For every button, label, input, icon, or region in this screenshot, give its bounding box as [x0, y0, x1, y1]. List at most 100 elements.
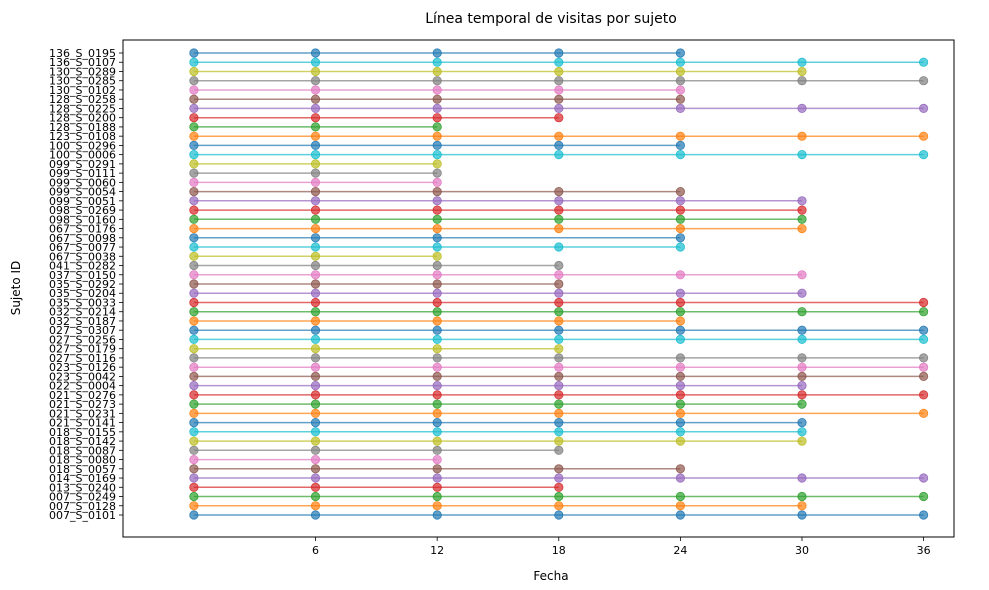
series-099_S_0051: [189, 196, 807, 206]
visit-point: [675, 57, 686, 67]
visit-point: [432, 279, 442, 289]
visit-point: [797, 390, 807, 400]
visit-point: [797, 491, 807, 502]
visit-point: [310, 168, 321, 178]
visit-point: [432, 417, 442, 428]
visit-point: [918, 325, 929, 335]
visit-point: [432, 353, 442, 363]
visit-point: [675, 325, 686, 335]
visit-point: [554, 140, 564, 150]
series-035_S_0033: [189, 297, 929, 308]
visit-point: [310, 297, 321, 308]
visit-point: [189, 94, 199, 104]
visit-point: [675, 417, 686, 428]
y-tick-label: 100_S_0296: [49, 139, 116, 152]
visit-point: [310, 159, 321, 169]
series-035_S_0292: [189, 279, 564, 289]
y-tick-label: 123_S_0108: [49, 130, 116, 143]
visit-point: [797, 307, 807, 317]
visit-point: [675, 362, 686, 372]
visit-point: [310, 427, 321, 437]
visit-point: [189, 214, 199, 224]
visit-point: [554, 371, 564, 381]
series-018_S_0155: [189, 427, 807, 437]
y-tick-label: 128_S_0258: [49, 93, 116, 106]
visit-point: [554, 48, 564, 58]
visit-point: [554, 390, 564, 400]
visit-point: [310, 76, 321, 86]
visit-point: [554, 362, 564, 372]
y-tick-label: 032_S_0214: [49, 306, 116, 319]
visit-point: [797, 399, 807, 409]
visit-point: [554, 334, 564, 344]
visit-point: [310, 307, 321, 317]
visit-point: [189, 85, 199, 95]
y-tick-label: 130_S_0289: [49, 65, 116, 78]
visit-point: [797, 417, 807, 428]
visit-point: [554, 380, 564, 391]
y-tick-label: 021_S_0273: [49, 398, 116, 411]
visit-point: [310, 48, 321, 58]
visit-point: [797, 436, 807, 446]
visit-point: [554, 113, 564, 123]
y-axis-ticks: 007_S_0101007_S_0128007_S_0249013_S_0240…: [49, 47, 123, 522]
y-tick-label: 136_S_0107: [49, 56, 116, 69]
visit-point: [432, 288, 442, 298]
visit-point: [797, 57, 807, 67]
series-032_S_0187: [189, 316, 686, 326]
series-018_S_0087: [189, 445, 564, 455]
visit-point: [675, 399, 686, 409]
x-axis-label: Fecha: [533, 569, 568, 583]
visit-point: [432, 66, 442, 77]
visit-point: [797, 270, 807, 280]
y-tick-label: 128_S_0188: [49, 121, 116, 134]
visit-point: [918, 103, 929, 114]
series-021_S_0231: [189, 408, 929, 418]
visit-point: [675, 214, 686, 224]
visit-point: [189, 464, 199, 474]
series-layer: [189, 48, 929, 520]
visit-point: [310, 380, 321, 391]
series-018_S_0080: [189, 454, 442, 465]
series-099_S_0054: [189, 187, 686, 197]
visit-point: [432, 159, 442, 169]
series-027_S_0256: [189, 334, 929, 344]
visit-point: [432, 334, 442, 344]
y-tick-label: 021_S_0276: [49, 389, 116, 402]
visit-point: [432, 482, 442, 492]
y-tick-label: 099_S_0060: [49, 176, 116, 189]
visit-point: [432, 510, 442, 520]
visit-point: [797, 334, 807, 344]
y-tick-label: 022_S_0004: [49, 380, 116, 393]
series-018_S_0057: [189, 464, 686, 474]
visit-point: [675, 76, 686, 86]
visit-point: [554, 288, 564, 298]
visit-point: [432, 205, 442, 215]
visit-point: [432, 390, 442, 400]
visit-point: [189, 270, 199, 280]
series-128_S_0258: [189, 94, 686, 104]
visit-point: [432, 103, 442, 114]
visit-point: [310, 417, 321, 428]
visit-point: [675, 501, 686, 511]
visit-point: [918, 57, 929, 67]
x-tick-label: 36: [917, 544, 931, 557]
visit-point: [310, 177, 321, 187]
y-tick-label: 041_S_0282: [49, 260, 116, 273]
visit-point: [189, 473, 199, 483]
y-tick-label: 067_S_0038: [49, 250, 116, 263]
x-tick-label: 18: [552, 544, 566, 557]
visit-point: [189, 334, 199, 344]
y-tick-label: 018_S_0087: [49, 444, 116, 457]
visit-point: [554, 408, 564, 418]
visit-point: [797, 150, 807, 160]
visit-point: [675, 491, 686, 502]
visit-point: [432, 85, 442, 95]
visit-point: [432, 94, 442, 104]
visit-point: [189, 501, 199, 511]
visit-point: [310, 371, 321, 381]
y-tick-label: 007_S_0249: [49, 491, 116, 504]
y-tick-label: 067_S_0176: [49, 223, 116, 236]
visit-point: [310, 85, 321, 95]
series-128_S_0188: [189, 122, 442, 132]
